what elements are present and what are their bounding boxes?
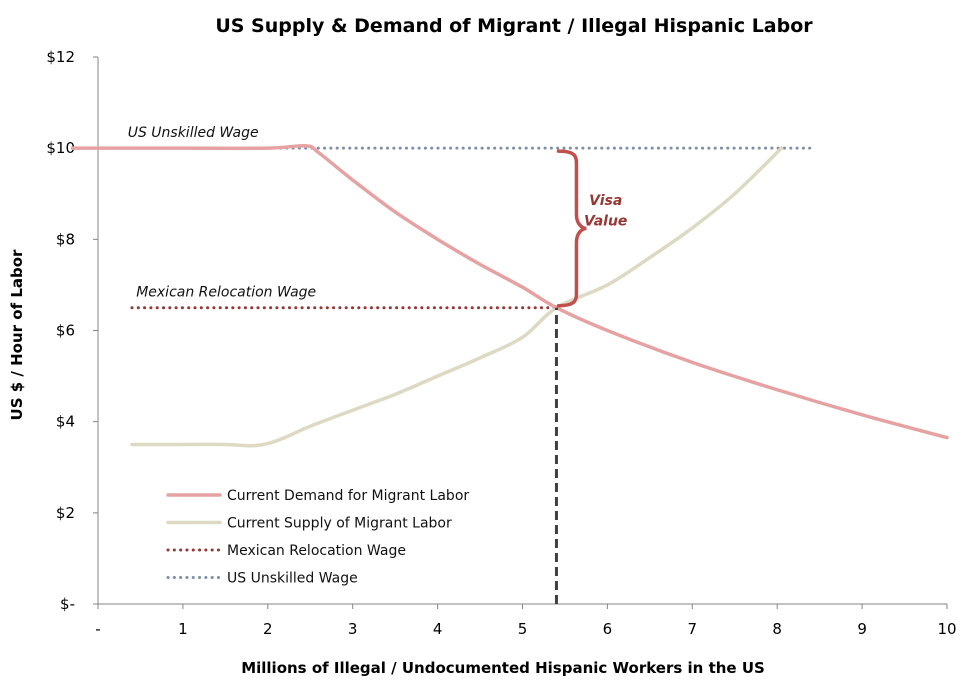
x-tick-label: 9 <box>857 620 867 638</box>
legend: Current Demand for Migrant Labor Current … <box>166 488 469 587</box>
y-tick-label: $12 <box>46 48 75 66</box>
y-tick-label: $2 <box>56 504 75 522</box>
x-tick-label: 6 <box>603 620 613 638</box>
chart-title: US Supply & Demand of Migrant / Illegal … <box>215 15 813 37</box>
value-annotation: Value <box>584 214 627 230</box>
x-axis-title: Millions of Illegal / Undocumented Hispa… <box>241 659 765 677</box>
x-tick-label: 10 <box>937 620 956 638</box>
mexican-relocation-wage-annotation: Mexican Relocation Wage <box>136 284 316 300</box>
x-tick-label: - <box>95 620 100 638</box>
demand-line <box>70 144 949 440</box>
annotations: US Unskilled Wage Mexican Relocation Wage… <box>128 125 628 301</box>
x-tick-label: 7 <box>688 620 698 638</box>
legend-label: Current Supply of Migrant Labor <box>227 516 452 532</box>
y-tick-label: $- <box>60 595 75 613</box>
legend-item-demand: Current Demand for Migrant Labor <box>166 488 469 504</box>
plot-area <box>70 144 949 604</box>
axes: $- $2 $4 $6 $8 $10 $12 - 1 2 3 4 5 6 7 8 9 10 <box>46 48 956 638</box>
legend-item-mexican-relocation-wage: Mexican Relocation Wage <box>166 543 406 559</box>
legend-label: Mexican Relocation Wage <box>227 543 406 559</box>
y-axis-title: US $ / Hour of Labor <box>8 249 26 420</box>
x-tick-label: 8 <box>772 620 782 638</box>
x-tick-label: 2 <box>263 620 273 638</box>
visa-value-brace <box>556 149 587 308</box>
x-tick-label: 4 <box>433 620 443 638</box>
y-tick-label: $6 <box>56 322 75 340</box>
visa-annotation: Visa <box>589 193 622 209</box>
legend-label: Current Demand for Migrant Labor <box>227 488 469 504</box>
x-tick-label: 1 <box>178 620 188 638</box>
y-tick-label: $8 <box>56 230 75 248</box>
supply-line <box>130 146 784 448</box>
y-tick-label: $4 <box>56 413 75 431</box>
legend-item-us-unskilled-wage: US Unskilled Wage <box>166 571 358 587</box>
y-tick-label: $10 <box>46 139 75 157</box>
legend-label: US Unskilled Wage <box>227 571 358 587</box>
legend-item-supply: Current Supply of Migrant Labor <box>166 516 452 532</box>
x-tick-label: 3 <box>348 620 358 638</box>
us-unskilled-wage-annotation: US Unskilled Wage <box>128 125 259 141</box>
x-tick-label: 5 <box>518 620 528 638</box>
